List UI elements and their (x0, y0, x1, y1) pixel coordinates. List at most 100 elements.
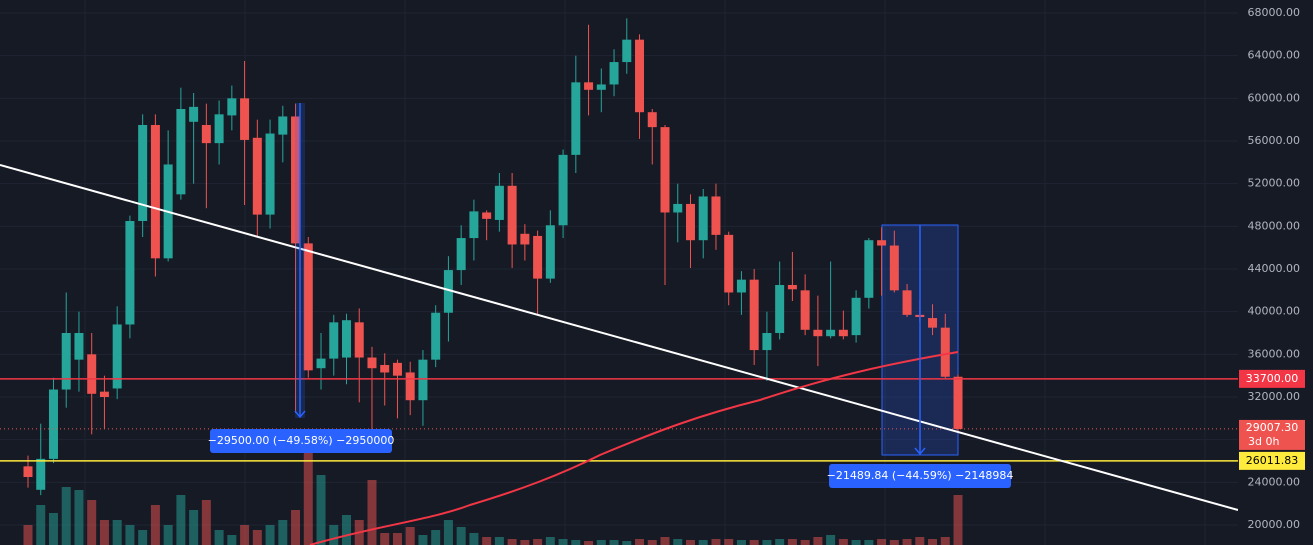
volume-bar (915, 537, 925, 545)
candle-body (176, 109, 186, 195)
volume-bar (558, 539, 568, 545)
volume-bar (112, 520, 122, 545)
y-tick-label: 48000.00 (1248, 219, 1301, 232)
volume-bar (456, 527, 466, 545)
volume-bar (635, 539, 645, 545)
candle-body (418, 359, 428, 401)
volume-bar (431, 530, 441, 545)
candle-body (851, 297, 861, 336)
volume-bar (342, 515, 351, 545)
candle-body (227, 98, 237, 116)
volume-bar (469, 533, 479, 545)
candle-body (74, 333, 84, 360)
volume-bar (698, 540, 708, 545)
candle-body (800, 290, 810, 330)
horizontal-grid (0, 12, 1238, 526)
volume-bar (545, 537, 555, 545)
candle-body (749, 279, 759, 351)
volume-bar (813, 537, 823, 545)
candle-body (392, 362, 402, 376)
candle-body (23, 466, 33, 478)
candle-body (584, 82, 594, 90)
volume-bar (736, 540, 746, 545)
candle-body (724, 234, 734, 293)
y-tick-label: 32000.00 (1248, 390, 1301, 403)
volume-bar (278, 520, 288, 545)
candles (23, 18, 963, 496)
price-axis-labels: 20000.0024000.0028000.0032000.0036000.00… (1248, 6, 1301, 531)
volume-bar (482, 537, 492, 545)
candle-body (736, 279, 746, 293)
volume-bar (609, 540, 619, 545)
candle-body (813, 329, 823, 337)
volume-bar (227, 535, 237, 545)
candle-body (469, 211, 479, 239)
y-tick-label: 20000.00 (1248, 518, 1301, 531)
volume-bar (787, 539, 797, 545)
candle-body (889, 245, 899, 291)
volume-bar (902, 539, 912, 545)
candle-body (953, 376, 963, 429)
candle-body (189, 106, 199, 122)
candle-body (558, 154, 568, 226)
candle-body (775, 285, 785, 334)
volume-bar (711, 539, 721, 545)
volume-bar (749, 540, 759, 545)
moving-average (309, 351, 959, 545)
y-tick-label: 44000.00 (1248, 262, 1301, 275)
candle-body (545, 225, 555, 279)
candle-body (635, 39, 645, 113)
volume-bar (176, 495, 186, 545)
volume-bar (252, 530, 262, 545)
candle-body (61, 333, 71, 390)
candle-body (36, 458, 46, 490)
price-tag-label: 33700.00 (1246, 372, 1299, 385)
volume-bar (584, 541, 594, 545)
arrow-head (294, 410, 306, 419)
volume-bar (367, 480, 377, 545)
candle-body (316, 358, 326, 369)
volume-bar (240, 525, 250, 545)
y-tick-label: 60000.00 (1248, 91, 1301, 104)
volume-bar (291, 510, 301, 545)
volume-bar (163, 525, 173, 545)
candle-body (303, 243, 313, 371)
volume-bar (418, 535, 428, 545)
candle-body (367, 357, 377, 369)
countdown-label: 3d 0h (1248, 435, 1279, 448)
measure-label-box (829, 464, 1011, 488)
candle-body (826, 329, 836, 337)
y-tick-label: 40000.00 (1248, 305, 1301, 318)
candle-body (48, 389, 58, 459)
candle-body (698, 196, 708, 241)
price-lines (0, 378, 1238, 462)
candle-body (711, 196, 721, 235)
volume-bar (138, 530, 148, 545)
candle-body (431, 312, 441, 360)
trend-line (0, 164, 1239, 511)
volume-bar (201, 500, 211, 545)
candle-body (787, 285, 797, 290)
volume-bar (838, 539, 848, 545)
volume-bar (851, 540, 861, 545)
candle-body (520, 233, 530, 245)
candle-body (265, 133, 275, 215)
candle-body (877, 240, 887, 246)
volume-bar (877, 539, 887, 545)
volume-bar (189, 510, 199, 545)
volume-bar (23, 525, 33, 545)
y-tick-label: 24000.00 (1248, 475, 1301, 488)
y-tick-label: 64000.00 (1248, 49, 1301, 62)
volume-bar (316, 475, 326, 545)
volume-bar (125, 525, 135, 545)
volume-bar (61, 487, 71, 545)
candle-body (252, 137, 262, 215)
candle-body (685, 203, 695, 241)
candle-body (647, 112, 657, 128)
volume-bar (953, 495, 963, 545)
candle-body (150, 125, 160, 259)
measure-label: −21489.84 (−44.59%) −2148984 (827, 469, 1014, 482)
